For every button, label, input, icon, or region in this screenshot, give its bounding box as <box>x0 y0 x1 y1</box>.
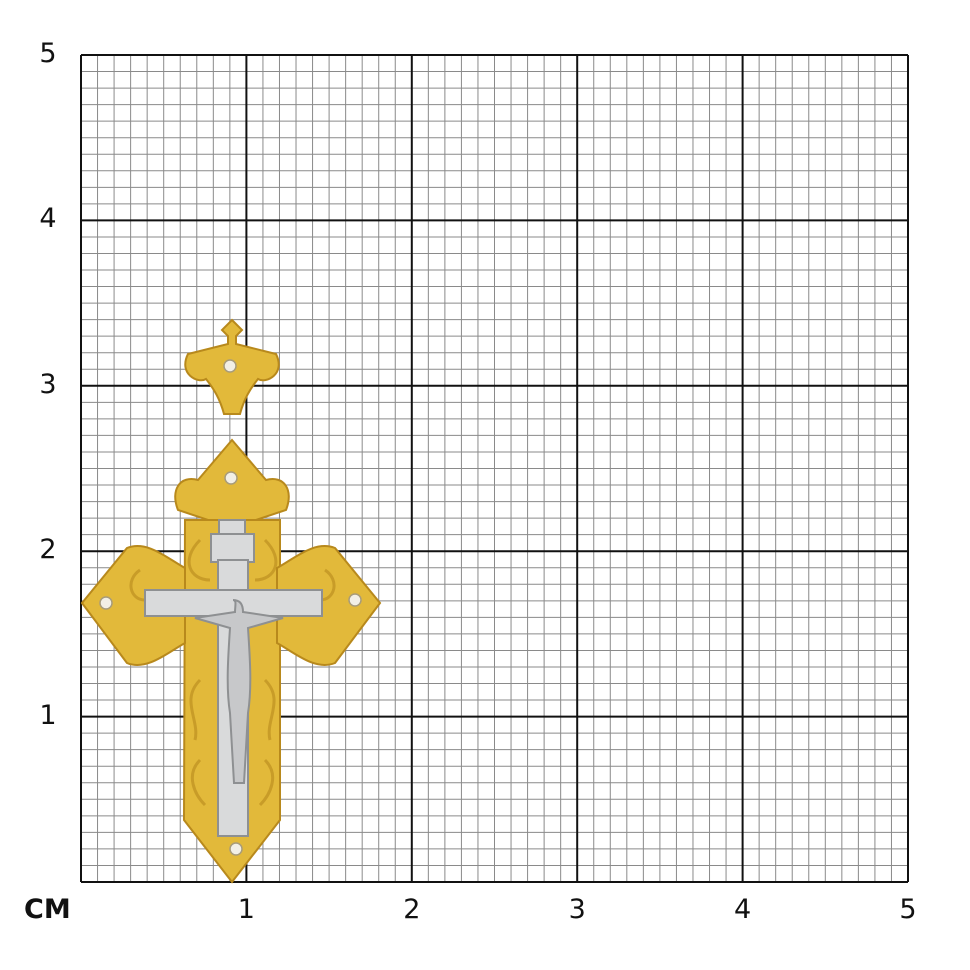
x-tick-label: 4 <box>734 894 752 925</box>
y-tick-label: 2 <box>39 534 57 566</box>
minor-gridlines <box>81 55 908 882</box>
x-tick-label: 2 <box>403 894 421 925</box>
unit-label: CM <box>24 894 71 925</box>
x-tick-label: 3 <box>568 894 586 925</box>
stone <box>99 596 113 610</box>
title-top <box>218 519 246 535</box>
title-plaque <box>210 533 255 563</box>
stone <box>223 359 237 373</box>
y-tick-label: 3 <box>39 368 57 400</box>
stone <box>229 842 243 856</box>
y-tick-label: 1 <box>39 699 57 731</box>
cross-pendant-image <box>80 318 382 884</box>
y-tick-label: 5 <box>39 38 57 69</box>
major-gridlines <box>80 54 909 883</box>
stone <box>224 471 238 485</box>
corpus <box>194 599 284 784</box>
stone <box>348 593 362 607</box>
x-tick-label: 1 <box>237 894 255 925</box>
x-tick-label: 5 <box>899 894 917 925</box>
y-tick-label: 4 <box>39 203 57 235</box>
